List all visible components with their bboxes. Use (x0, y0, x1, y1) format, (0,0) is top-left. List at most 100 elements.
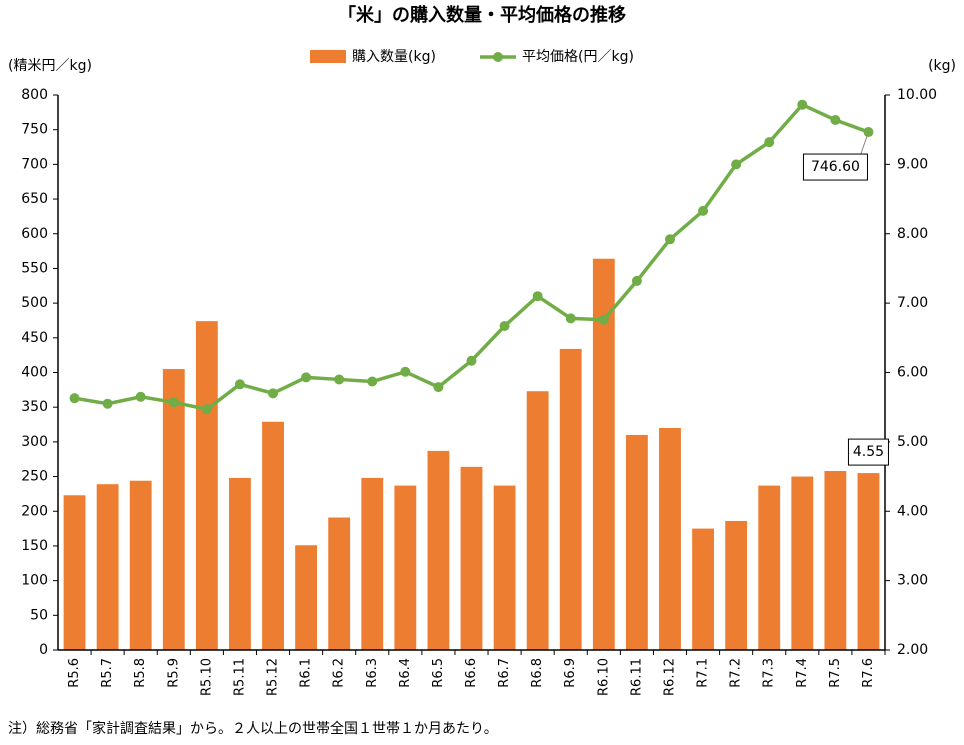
y-tick-label: 150 (21, 538, 48, 554)
x-tick-label: R5.11 (232, 658, 247, 696)
y-tick-label: 0 (39, 642, 48, 658)
y2-tick-label: 6.00 (897, 365, 928, 381)
y-tick-label: 300 (21, 434, 48, 450)
bar (427, 450, 450, 650)
y-tick-label: 750 (21, 122, 48, 138)
line-marker (532, 291, 543, 302)
bar (229, 477, 251, 650)
data-label-box (802, 153, 868, 181)
line-marker (731, 159, 742, 170)
y-axis-label: (精米円／kg) (8, 58, 92, 74)
x-tick-label: R6.5 (431, 658, 446, 688)
bar (659, 428, 681, 650)
y2-axis-label: (kg) (928, 58, 956, 74)
x-tick-label: R7.5 (828, 658, 843, 688)
bar (493, 485, 516, 650)
y2-tick-label: 8.00 (897, 226, 928, 242)
line-marker (830, 114, 841, 125)
x-tick-label: R7.1 (696, 658, 711, 688)
x-tick-label: R6.8 (530, 658, 545, 688)
line-marker (367, 376, 378, 387)
x-tick-label: R6.6 (464, 658, 479, 688)
line-marker (664, 234, 675, 245)
y-tick-label: 550 (21, 260, 48, 276)
bar (63, 495, 86, 650)
line-marker (698, 205, 709, 216)
y-tick-label: 50 (30, 607, 48, 623)
y-tick-label: 400 (21, 365, 48, 381)
legend-swatch (493, 52, 503, 62)
chart-title: 「米」の購入数量・平均価格の推移 (338, 4, 626, 26)
y-tick-label: 450 (21, 330, 48, 346)
bar (625, 434, 648, 650)
bar (791, 476, 814, 650)
line-marker (565, 313, 576, 324)
y2-tick-label: 4.00 (897, 503, 928, 519)
bar (162, 369, 185, 650)
x-tick-label: R6.12 (662, 658, 677, 696)
bar (96, 484, 119, 650)
y-tick-label: 650 (21, 191, 48, 207)
x-tick-label: R5.8 (133, 658, 148, 688)
bar (361, 477, 384, 650)
line-marker (598, 314, 609, 325)
legend-label: 購入数量(kg) (352, 49, 436, 65)
x-tick-label: R6.4 (398, 658, 413, 688)
line-marker (499, 321, 510, 332)
x-tick-label: R7.4 (795, 658, 810, 688)
x-tick-label: R7.2 (729, 658, 744, 688)
y-tick-label: 800 (21, 87, 48, 103)
x-tick-label: R5.10 (199, 658, 214, 696)
line-marker (631, 275, 642, 286)
bar (592, 258, 615, 650)
line-marker (69, 393, 80, 404)
line-marker (797, 99, 808, 110)
y-tick-label: 250 (21, 469, 48, 485)
line-marker (301, 372, 312, 383)
bar (692, 528, 714, 650)
x-tick-label: R6.1 (299, 658, 314, 688)
bar (262, 421, 284, 650)
bar (460, 466, 483, 650)
x-tick-label: R7.3 (762, 658, 777, 688)
line-marker (168, 397, 179, 408)
x-tick-label: R6.11 (629, 658, 644, 696)
bar (725, 520, 748, 650)
x-tick-label: R6.7 (497, 658, 512, 688)
data-label: 4.55 (853, 444, 884, 460)
bar (394, 485, 417, 650)
x-tick-label: R5.12 (266, 658, 281, 696)
bar (824, 471, 847, 650)
bar (758, 485, 781, 650)
x-tick-label: R6.9 (563, 658, 578, 688)
x-tick-label: R5.6 (67, 658, 82, 688)
y-tick-label: 100 (21, 573, 48, 589)
bar (129, 480, 152, 650)
y-tick-label: 600 (21, 226, 48, 242)
bar (328, 517, 351, 650)
y2-tick-label: 7.00 (897, 295, 928, 311)
x-tick-label: R7.6 (861, 658, 876, 688)
x-tick-label: R6.3 (365, 658, 380, 688)
leader-line (859, 131, 869, 156)
y2-tick-label: 5.00 (897, 434, 928, 450)
legend-swatch (310, 50, 346, 63)
x-tick-label: R5.9 (166, 658, 181, 688)
line-marker (433, 382, 444, 393)
line-marker (400, 366, 411, 377)
line-marker (268, 388, 279, 399)
line-marker (764, 137, 775, 148)
line-marker (234, 379, 245, 390)
note: 注）総務省「家計調査結果」から。２人以上の世帯全国１世帯１か月あたり。 (8, 720, 498, 737)
line-marker (334, 374, 345, 385)
line-marker (466, 355, 477, 366)
line-marker (201, 404, 212, 415)
y-tick-label: 700 (21, 156, 48, 172)
bar (295, 545, 318, 650)
y2-tick-label: 3.00 (897, 573, 928, 589)
x-tick-label: R6.10 (596, 658, 611, 696)
bar (559, 348, 582, 650)
data-label-box (847, 438, 889, 466)
legend-label: 平均価格(円／kg) (522, 49, 634, 65)
